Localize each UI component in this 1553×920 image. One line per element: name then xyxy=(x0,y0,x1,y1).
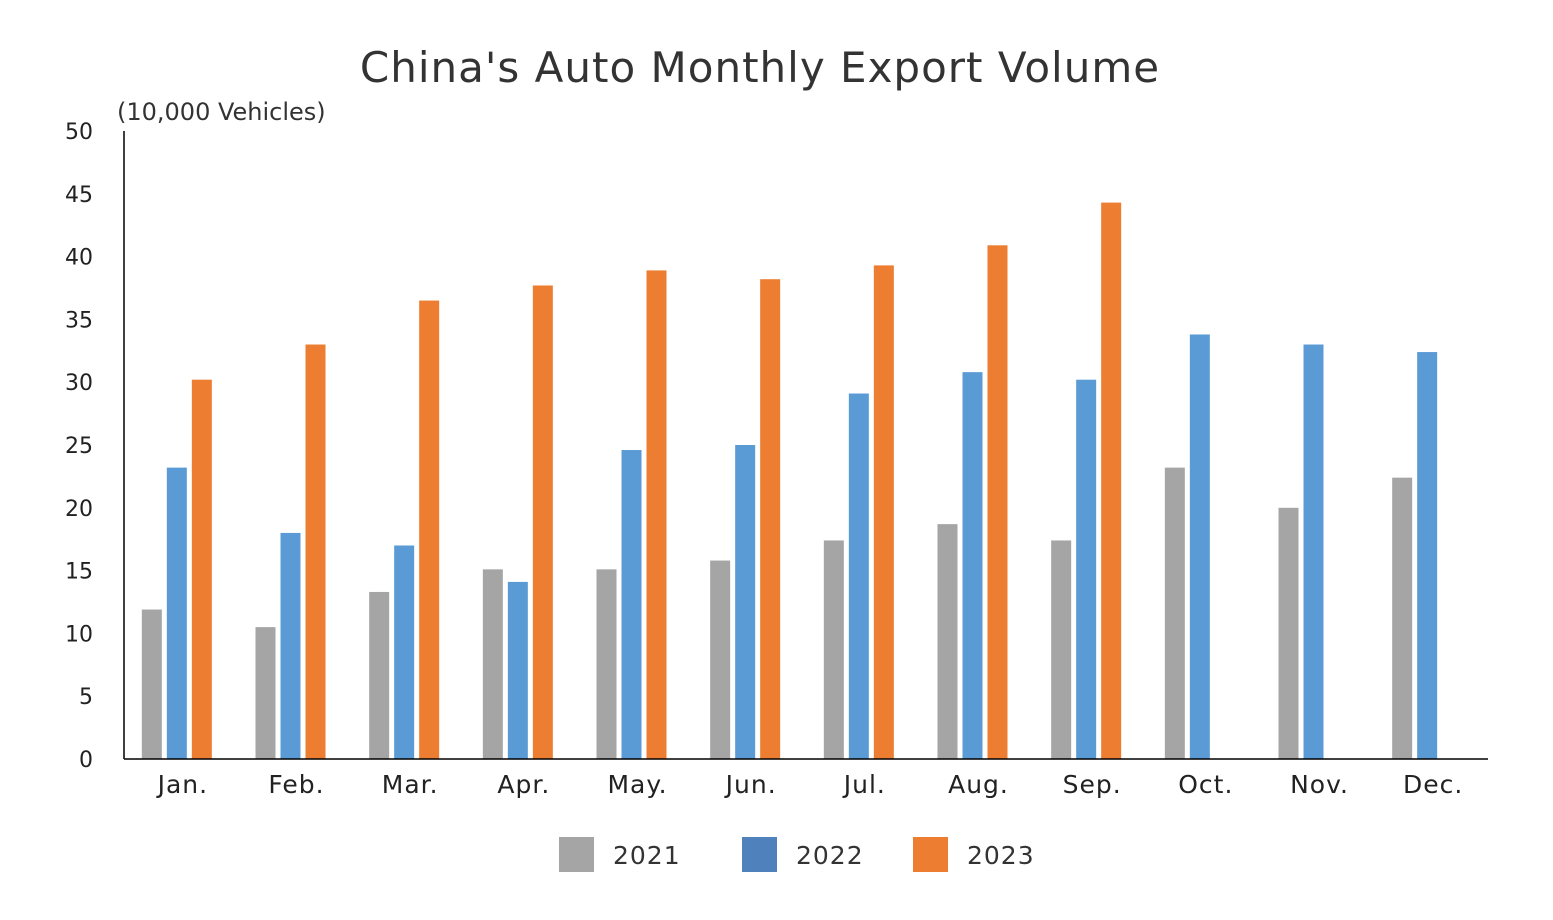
legend-label-2023: 2023 xyxy=(967,841,1035,870)
bar-2023-may xyxy=(646,270,667,759)
bar-2021-may xyxy=(596,569,617,759)
bar-2022-dec xyxy=(1417,352,1438,759)
y-tick-label: 25 xyxy=(65,434,93,459)
y-tick-label: 0 xyxy=(79,748,93,773)
bar-2022-oct xyxy=(1189,334,1210,759)
bar-2022-apr xyxy=(507,581,528,759)
bar-2022-jul xyxy=(848,393,869,759)
legend-label-2022: 2022 xyxy=(796,841,864,870)
legend-swatch-2021 xyxy=(559,837,594,872)
y-axis-label: (10,000 Vehicles) xyxy=(117,98,326,126)
bar-2022-may xyxy=(621,450,642,759)
y-tick-label: 45 xyxy=(65,183,93,208)
bar-2023-jul xyxy=(873,265,894,759)
bar-2023-jun xyxy=(760,279,781,759)
bar-2023-mar xyxy=(419,300,440,759)
y-tick-label: 10 xyxy=(65,622,93,647)
x-tick-label: Aug. xyxy=(948,770,1009,799)
bar-2022-mar xyxy=(394,545,415,759)
bar-2022-feb xyxy=(280,532,301,759)
bar-2022-jan xyxy=(166,467,187,759)
legend: 2021 2022 2023 xyxy=(559,837,1035,872)
x-tick-label: Mar. xyxy=(382,770,439,799)
y-tick-label: 35 xyxy=(65,308,93,333)
bar-2021-dec xyxy=(1392,477,1413,759)
legend-swatch-2023 xyxy=(913,837,948,872)
bar-2021-aug xyxy=(937,524,958,759)
bar-2021-feb xyxy=(255,627,276,759)
bar-2021-jul xyxy=(823,540,844,759)
bar-2023-apr xyxy=(532,285,553,759)
y-tick-label: 15 xyxy=(65,560,93,585)
bar-2021-nov xyxy=(1278,507,1299,759)
x-tick-label: Dec. xyxy=(1403,770,1463,799)
bar-2021-oct xyxy=(1164,467,1185,759)
bar-2021-jun xyxy=(710,560,731,759)
y-tick-label: 30 xyxy=(65,371,93,396)
y-tick-label: 20 xyxy=(65,497,93,522)
bar-2023-jan xyxy=(191,379,212,759)
x-tick-label: Feb. xyxy=(268,770,324,799)
bar-2021-apr xyxy=(482,569,503,759)
y-tick-label: 5 xyxy=(79,685,93,710)
bar-2023-sep xyxy=(1101,202,1122,760)
legend-label-2021: 2021 xyxy=(613,841,681,870)
chart-title: China's Auto Monthly Export Volume xyxy=(360,43,1160,92)
x-tick-label: Jan. xyxy=(156,770,208,799)
x-tick-label: Sep. xyxy=(1063,770,1122,799)
x-tick-label: May. xyxy=(607,770,667,799)
bar-2023-feb xyxy=(305,344,326,759)
y-tick-label: 50 xyxy=(65,120,93,145)
legend-swatch-2022 xyxy=(742,837,777,872)
x-tick-label: Jun. xyxy=(724,770,777,799)
x-tick-label: Oct. xyxy=(1178,770,1233,799)
bar-2021-sep xyxy=(1051,540,1072,759)
bar-2022-aug xyxy=(962,372,983,759)
bar-2021-jan xyxy=(141,609,162,759)
x-tick-label: Apr. xyxy=(497,770,550,799)
bar-2022-sep xyxy=(1076,379,1097,759)
bar-2023-aug xyxy=(987,245,1008,759)
bar-2022-nov xyxy=(1303,344,1324,759)
bar-2021-mar xyxy=(369,591,390,759)
y-tick-label: 40 xyxy=(65,246,93,271)
x-tick-label: Nov. xyxy=(1290,770,1349,799)
x-tick-label: Jul. xyxy=(842,770,886,799)
bar-2022-jun xyxy=(735,445,756,759)
